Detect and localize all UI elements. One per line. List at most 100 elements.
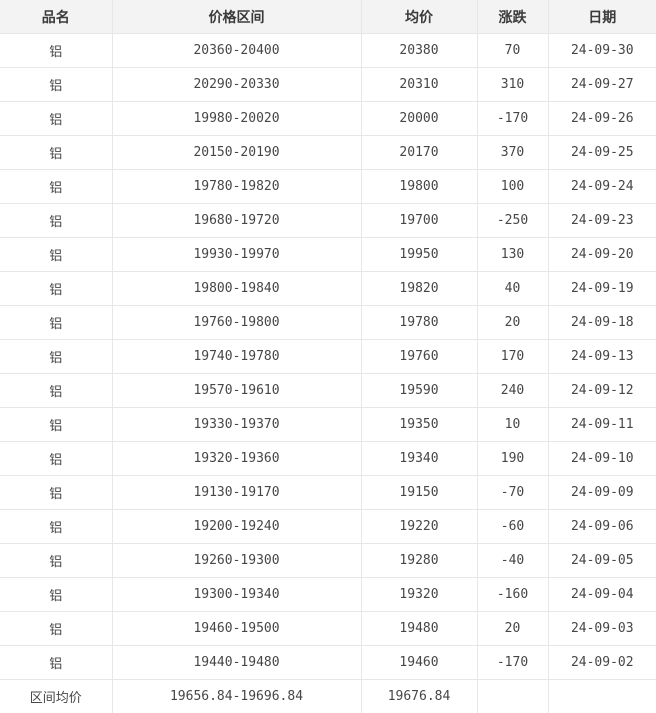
cell-change: 20 bbox=[477, 306, 548, 340]
cell-avg_price: 20310 bbox=[361, 68, 477, 102]
cell-price_range: 19320-19360 bbox=[112, 442, 361, 476]
cell-price_range: 20150-20190 bbox=[112, 136, 361, 170]
cell-price_range: 19200-19240 bbox=[112, 510, 361, 544]
cell-product: 铝 bbox=[0, 442, 112, 476]
footer-cell-price_range: 19656.84-19696.84 bbox=[112, 680, 361, 713]
cell-avg_price: 19820 bbox=[361, 272, 477, 306]
cell-change: 310 bbox=[477, 68, 548, 102]
cell-date: 24-09-11 bbox=[548, 408, 656, 442]
footer-cell-date bbox=[548, 680, 656, 713]
cell-date: 24-09-06 bbox=[548, 510, 656, 544]
cell-change: -170 bbox=[477, 102, 548, 136]
cell-change: -170 bbox=[477, 646, 548, 680]
cell-change: -160 bbox=[477, 578, 548, 612]
column-header-price_range: 价格区间 bbox=[112, 0, 361, 34]
cell-avg_price: 19780 bbox=[361, 306, 477, 340]
cell-date: 24-09-25 bbox=[548, 136, 656, 170]
cell-product: 铝 bbox=[0, 408, 112, 442]
cell-price_range: 19930-19970 bbox=[112, 238, 361, 272]
cell-change: 130 bbox=[477, 238, 548, 272]
cell-avg_price: 19590 bbox=[361, 374, 477, 408]
cell-product: 铝 bbox=[0, 136, 112, 170]
cell-change: -40 bbox=[477, 544, 548, 578]
cell-price_range: 19460-19500 bbox=[112, 612, 361, 646]
cell-price_range: 20360-20400 bbox=[112, 34, 361, 68]
cell-change: 100 bbox=[477, 170, 548, 204]
cell-date: 24-09-26 bbox=[548, 102, 656, 136]
cell-change: -60 bbox=[477, 510, 548, 544]
cell-product: 铝 bbox=[0, 272, 112, 306]
cell-date: 24-09-20 bbox=[548, 238, 656, 272]
cell-change: 40 bbox=[477, 272, 548, 306]
column-header-avg_price: 均价 bbox=[361, 0, 477, 34]
cell-product: 铝 bbox=[0, 510, 112, 544]
cell-avg_price: 19700 bbox=[361, 204, 477, 238]
cell-avg_price: 19150 bbox=[361, 476, 477, 510]
cell-date: 24-09-27 bbox=[548, 68, 656, 102]
cell-avg_price: 19350 bbox=[361, 408, 477, 442]
cell-price_range: 19800-19840 bbox=[112, 272, 361, 306]
cell-price_range: 19760-19800 bbox=[112, 306, 361, 340]
column-header-product: 品名 bbox=[0, 0, 112, 34]
cell-product: 铝 bbox=[0, 544, 112, 578]
cell-price_range: 19740-19780 bbox=[112, 340, 361, 374]
cell-product: 铝 bbox=[0, 306, 112, 340]
cell-price_range: 19980-20020 bbox=[112, 102, 361, 136]
cell-avg_price: 19340 bbox=[361, 442, 477, 476]
cell-product: 铝 bbox=[0, 646, 112, 680]
column-header-date: 日期 bbox=[548, 0, 656, 34]
cell-price_range: 19570-19610 bbox=[112, 374, 361, 408]
footer-cell-change bbox=[477, 680, 548, 713]
cell-date: 24-09-05 bbox=[548, 544, 656, 578]
cell-product: 铝 bbox=[0, 578, 112, 612]
cell-change: -250 bbox=[477, 204, 548, 238]
cell-date: 24-09-02 bbox=[548, 646, 656, 680]
cell-avg_price: 19950 bbox=[361, 238, 477, 272]
cell-price_range: 19680-19720 bbox=[112, 204, 361, 238]
cell-date: 24-09-23 bbox=[548, 204, 656, 238]
cell-avg_price: 19800 bbox=[361, 170, 477, 204]
cell-date: 24-09-03 bbox=[548, 612, 656, 646]
table-header: 品名价格区间均价涨跌日期 bbox=[0, 0, 656, 34]
cell-price_range: 19260-19300 bbox=[112, 544, 361, 578]
cell-product: 铝 bbox=[0, 34, 112, 68]
cell-product: 铝 bbox=[0, 204, 112, 238]
cell-avg_price: 19480 bbox=[361, 612, 477, 646]
cell-date: 24-09-12 bbox=[548, 374, 656, 408]
cell-avg_price: 20170 bbox=[361, 136, 477, 170]
cell-product: 铝 bbox=[0, 612, 112, 646]
cell-change: 240 bbox=[477, 374, 548, 408]
cell-avg_price: 19220 bbox=[361, 510, 477, 544]
cell-date: 24-09-18 bbox=[548, 306, 656, 340]
cell-change: 190 bbox=[477, 442, 548, 476]
cell-product: 铝 bbox=[0, 340, 112, 374]
cell-product: 铝 bbox=[0, 170, 112, 204]
cell-price_range: 20290-20330 bbox=[112, 68, 361, 102]
cell-price_range: 19780-19820 bbox=[112, 170, 361, 204]
cell-avg_price: 19320 bbox=[361, 578, 477, 612]
cell-product: 铝 bbox=[0, 238, 112, 272]
cell-product: 铝 bbox=[0, 68, 112, 102]
cell-avg_price: 19760 bbox=[361, 340, 477, 374]
footer-cell-avg_price: 19676.84 bbox=[361, 680, 477, 713]
cell-change: -70 bbox=[477, 476, 548, 510]
cell-change: 10 bbox=[477, 408, 548, 442]
cell-date: 24-09-09 bbox=[548, 476, 656, 510]
cell-price_range: 19300-19340 bbox=[112, 578, 361, 612]
